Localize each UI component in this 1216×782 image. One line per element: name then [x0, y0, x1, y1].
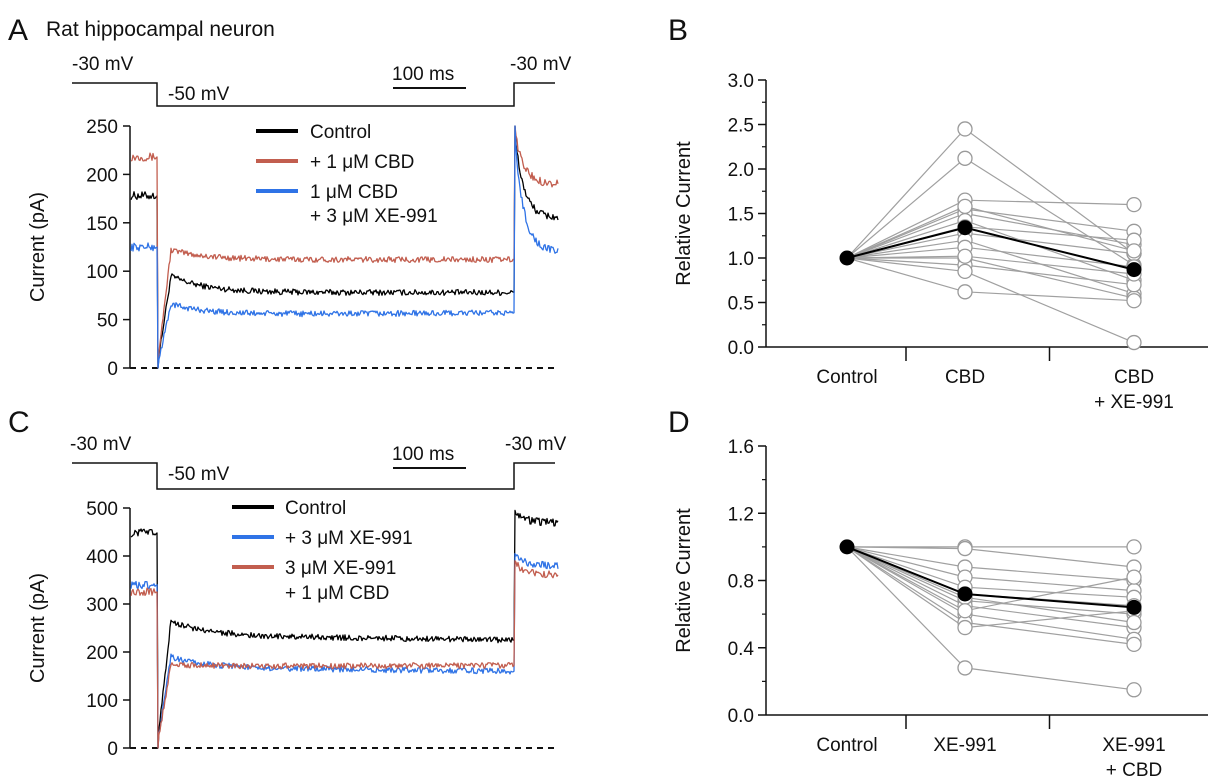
- y-tick-label-B: 2.0: [728, 160, 754, 181]
- trace-A-3: [130, 125, 559, 369]
- legend-c-xe-cbd-2: + 1 μM CBD: [285, 583, 389, 604]
- trace-A-1: [130, 125, 559, 369]
- y-tick-label-C: 0: [107, 739, 118, 760]
- y-tick-label-C: 300: [86, 595, 118, 616]
- panel-letter-d: D: [668, 406, 690, 439]
- individual-point-D: [1126, 682, 1142, 698]
- x-tick-label-B: CBD: [1114, 367, 1154, 388]
- y-tick-label-D: 0.8: [728, 572, 754, 593]
- panel-a-hold-right: -30 mV: [510, 54, 572, 75]
- y-tick-label-D: 1.6: [728, 437, 754, 458]
- legend-a-cbd-xe-2: + 3 μM XE-991: [310, 206, 438, 227]
- chart-layer: 0 50 100 150 200 250 Current (pA) 0 100 200 300 400…: [27, 71, 1208, 781]
- y-tick-label-C: 400: [86, 547, 118, 568]
- individual-point-D: [957, 603, 973, 619]
- trace-A-2: [130, 125, 559, 369]
- individual-point-B: [1126, 293, 1142, 309]
- y-tick-label-D: 0.0: [728, 706, 754, 727]
- legend-c-xe-cbd: 3 μM XE-991: [285, 558, 396, 579]
- panel-c-scalebar-label: 100 ms: [392, 444, 454, 465]
- mean-point-B: [839, 250, 855, 266]
- y-axis-label-D: Relative Current: [673, 508, 695, 653]
- legend-a-control: Control: [310, 122, 371, 143]
- y-tick-label-C: 100: [86, 691, 118, 712]
- individual-point-B: [957, 198, 973, 215]
- y-axis-label-B: Relative Current: [673, 141, 695, 286]
- y-tick-label-B: 0.5: [728, 294, 754, 315]
- individual-point-D: [1126, 569, 1142, 585]
- x-tick-label-B: CBD: [945, 367, 985, 388]
- trace-C-1: [130, 509, 559, 749]
- panel-c-step-label: -50 mV: [168, 464, 230, 485]
- individual-point-B: [957, 284, 973, 300]
- y-tick-label-B: 1.5: [728, 205, 754, 226]
- y-axis-label-C: Current (pA): [27, 573, 49, 683]
- y-tick-label-B: 0.0: [728, 338, 754, 359]
- individual-point-B: [1126, 196, 1142, 213]
- panel-c-hold-right: -30 mV: [505, 434, 567, 455]
- y-tick-label-A: 0: [107, 359, 118, 380]
- panel-letter-c: C: [8, 406, 30, 439]
- x-tick-label-D: Control: [816, 735, 877, 756]
- panel-a-hold-left: -30 mV: [72, 54, 134, 75]
- mean-point-B: [1126, 262, 1142, 278]
- legend-c-xe: + 3 μM XE-991: [285, 528, 413, 549]
- y-tick-label-C: 500: [86, 499, 118, 520]
- y-tick-label-D: 0.4: [728, 639, 755, 660]
- y-tick-label-B: 3.0: [728, 71, 754, 92]
- y-tick-label-A: 200: [86, 165, 118, 186]
- individual-point-B: [1126, 243, 1142, 259]
- x-tick-label-D: + CBD: [1106, 760, 1163, 781]
- y-tick-label-A: 50: [97, 311, 118, 332]
- x-tick-label-B: + XE-991: [1094, 392, 1174, 413]
- y-tick-label-A: 150: [86, 214, 118, 235]
- y-axis-label-A: Current (pA): [27, 192, 49, 302]
- x-tick-label-D: XE-991: [933, 735, 996, 756]
- individual-point-D: [957, 660, 973, 676]
- y-tick-label-D: 1.2: [728, 504, 754, 525]
- voltage-protocol-A: [72, 82, 555, 107]
- x-tick-label-D: XE-991: [1102, 735, 1165, 756]
- individual-point-B: [957, 150, 973, 166]
- x-tick-label-B: Control: [816, 367, 877, 388]
- mean-point-D: [1126, 599, 1142, 615]
- individual-point-D: [957, 540, 973, 557]
- legend-c-control: Control: [285, 498, 346, 519]
- panel-c-hold-left: -30 mV: [70, 434, 132, 455]
- y-tick-label-A: 250: [86, 117, 118, 138]
- mean-point-D: [839, 539, 855, 555]
- y-tick-label-B: 1.0: [728, 249, 754, 270]
- mean-point-D: [957, 586, 973, 602]
- panel-letter-b: B: [668, 14, 688, 47]
- legend-a-cbd: + 1 μM CBD: [310, 152, 414, 173]
- panel-a-subtitle: Rat hippocampal neuron: [46, 18, 275, 41]
- trace-C-3: [130, 560, 559, 749]
- individual-point-D: [1126, 614, 1142, 631]
- y-tick-label-B: 2.5: [728, 116, 754, 137]
- panel-a-step-label: -50 mV: [168, 84, 230, 105]
- panel-letter-a: A: [8, 14, 28, 47]
- individual-point-B: [1126, 334, 1142, 351]
- individual-point-B: [957, 263, 973, 280]
- individual-point-D: [1126, 539, 1142, 555]
- y-tick-label-A: 100: [86, 262, 118, 283]
- legend-a-cbd-xe: 1 μM CBD: [310, 182, 398, 203]
- individual-point-D: [957, 619, 973, 636]
- individual-point-B: [957, 248, 973, 264]
- y-tick-label-C: 200: [86, 643, 118, 664]
- voltage-protocol-C: [72, 462, 555, 490]
- individual-point-D: [1126, 636, 1142, 653]
- mean-point-B: [957, 220, 973, 236]
- panel-a-scalebar-label: 100 ms: [392, 64, 454, 85]
- individual-line-B: [847, 257, 1135, 299]
- individual-point-B: [957, 121, 973, 137]
